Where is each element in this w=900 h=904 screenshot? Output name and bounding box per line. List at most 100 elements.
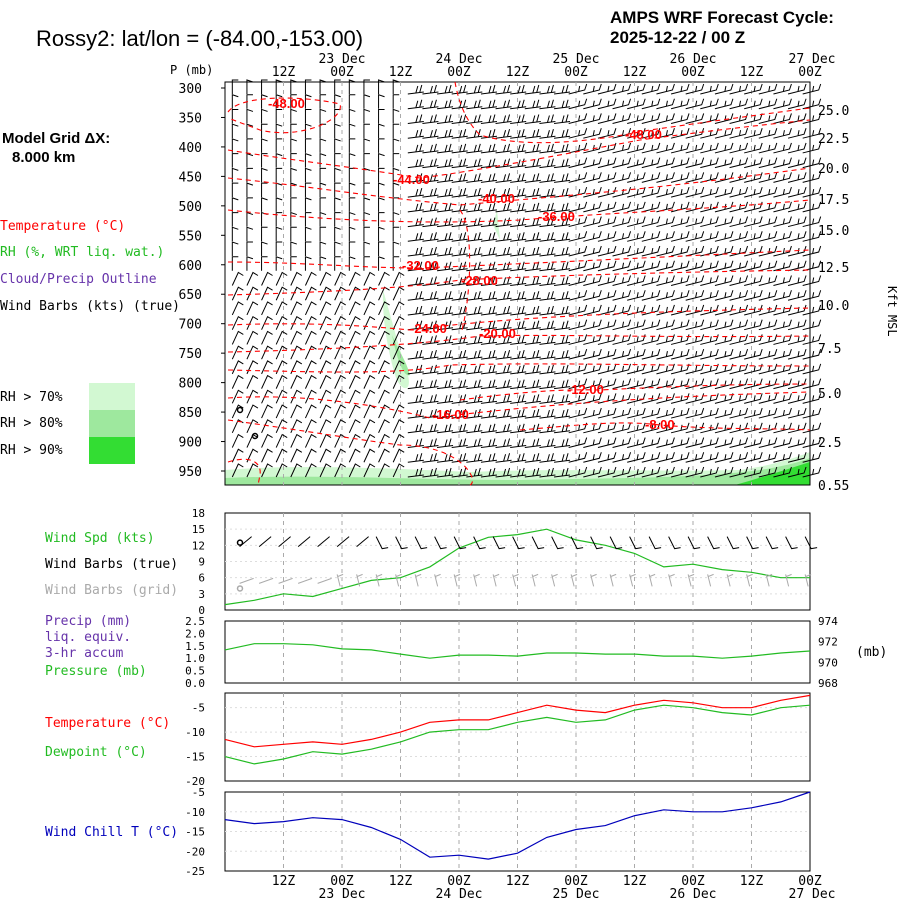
wind-barb — [524, 453, 541, 463]
wind-barb — [641, 334, 661, 345]
legend-cloud: Cloud/Precip Outline — [0, 272, 157, 287]
wind-barb — [656, 363, 675, 375]
wind-barb — [437, 261, 454, 272]
wind-barb — [773, 275, 792, 286]
wind-barb — [348, 345, 361, 360]
wind-barb — [290, 448, 303, 463]
wind-barb — [231, 138, 239, 153]
wind-barb — [319, 152, 327, 168]
wind-barb — [787, 452, 807, 463]
wind-barb — [554, 467, 571, 478]
wind-barb — [348, 226, 356, 242]
wind-barb — [246, 182, 254, 198]
wind-barb — [670, 275, 690, 286]
wind-barb — [495, 335, 512, 345]
wind-barb — [656, 304, 675, 316]
wind-barb — [554, 276, 571, 286]
wind-barb — [554, 364, 571, 375]
wind-barb — [378, 212, 385, 227]
wind-barb — [304, 433, 317, 448]
wind-barb — [802, 231, 822, 242]
wind-barb — [597, 128, 617, 139]
grid-wind-barb — [648, 573, 656, 587]
wind-barb — [612, 363, 632, 375]
wind-barb — [597, 245, 617, 257]
wind-barb — [656, 348, 675, 360]
wind-barb — [729, 128, 749, 139]
wind-barb — [597, 83, 617, 95]
wind-barb — [319, 241, 327, 257]
wind-barb — [524, 129, 541, 139]
grid-wind-barb — [239, 577, 254, 584]
bottom-time-tick-label: 12Z — [623, 874, 647, 889]
wind-barb — [685, 157, 705, 169]
wind-barb — [304, 197, 312, 212]
wind-barb — [568, 245, 588, 257]
wind-barb — [231, 94, 239, 109]
wind-barb — [422, 114, 439, 124]
wind-barb — [231, 374, 244, 389]
wind-barb — [670, 466, 690, 478]
wind-barb — [348, 374, 361, 389]
grid-wind-barb — [258, 577, 274, 584]
wind-barb — [261, 226, 268, 242]
wind-barb — [334, 330, 346, 345]
wind-barb — [480, 217, 498, 228]
wind-barb — [787, 231, 807, 242]
height-tick-label: 5.0 — [818, 387, 841, 402]
bottom-time-tick-label: 12Z — [740, 874, 764, 889]
wind-barb — [407, 158, 424, 169]
wind-barb — [451, 84, 468, 95]
wind-barb — [656, 466, 675, 478]
wind-barb — [290, 419, 303, 434]
grid-wind-barb — [317, 577, 332, 584]
wind-barb — [422, 143, 439, 154]
wind-barb — [729, 363, 749, 375]
wind-barb — [787, 142, 807, 154]
isotherm-label: -40.00 — [478, 191, 515, 206]
wind-barb — [495, 291, 512, 301]
wind-barb — [261, 153, 268, 168]
wind-barb — [510, 453, 527, 463]
wind-barb — [685, 334, 705, 345]
wind-chill-title: Wind Chill T (°C) — [45, 825, 178, 840]
wind-barb — [773, 201, 792, 213]
wind-barb — [744, 452, 763, 463]
wind-barb — [275, 463, 288, 478]
wind-barb — [539, 291, 556, 301]
true-wind-barb — [551, 536, 564, 550]
wind-barb — [319, 463, 332, 478]
precip-y-tick-label: 2.5 — [185, 615, 205, 628]
wind-barb — [641, 304, 661, 316]
wind-barb — [261, 241, 268, 257]
wind-barb — [510, 350, 527, 360]
wind-barb — [495, 129, 512, 139]
wind-barb — [407, 187, 424, 198]
wind-barb — [597, 172, 617, 183]
wind-barb — [466, 143, 483, 154]
wind-barb — [597, 275, 617, 286]
wind-barb — [304, 94, 312, 109]
wind-barb — [787, 157, 807, 169]
wind-barb — [773, 260, 792, 272]
wind-barb — [246, 448, 259, 463]
wind-barb — [700, 142, 719, 154]
grid-wind-barb — [687, 573, 695, 587]
wind-barb — [363, 404, 376, 419]
forecast-cycle-date: 2025-12-22 / 00 Z — [610, 28, 745, 47]
wind-barb — [568, 231, 588, 242]
wind-barb — [437, 129, 454, 139]
wind-barb — [787, 216, 807, 228]
wind-barb — [714, 231, 734, 242]
wind-barb — [700, 113, 719, 124]
wind-barb — [612, 452, 632, 463]
wind-barb — [773, 142, 792, 154]
wind-barb — [261, 286, 273, 301]
grid-wind-barb — [278, 577, 293, 584]
wind-barb — [422, 217, 439, 228]
wind-barb — [290, 123, 297, 139]
wind-barb — [480, 99, 498, 110]
wind-barb — [495, 305, 512, 316]
wind-barb — [290, 389, 303, 404]
wind-barb — [480, 202, 498, 213]
